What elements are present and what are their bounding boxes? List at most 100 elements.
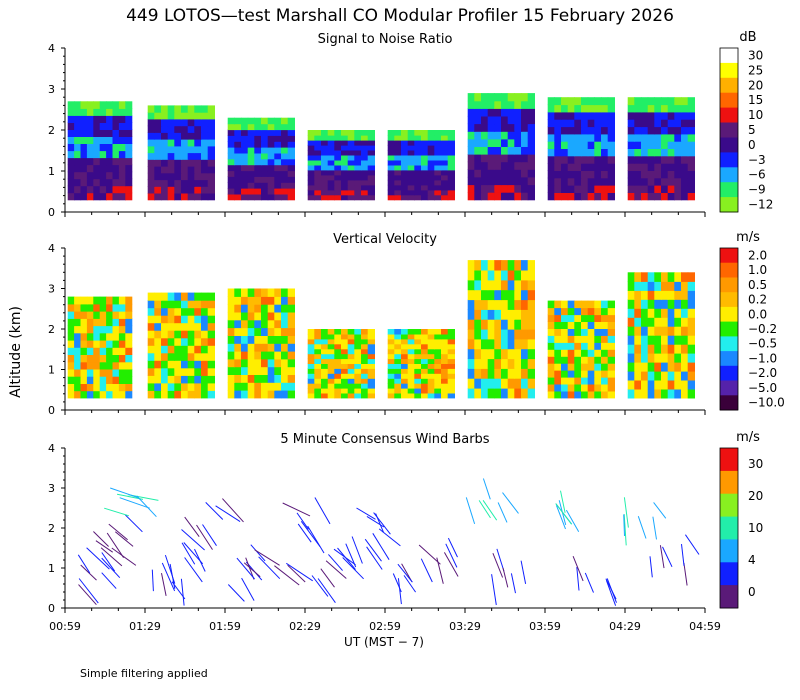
wind-barb: [250, 544, 266, 562]
heat-cell: [407, 388, 415, 394]
heat-cell: [494, 270, 502, 281]
heat-cell: [106, 185, 114, 194]
heat-cell: [187, 322, 195, 331]
heat-cell: [567, 155, 575, 164]
heat-cell: [521, 329, 529, 340]
heat-cell: [247, 311, 255, 321]
heat-cell: [254, 135, 262, 142]
heat-cell: [547, 133, 555, 142]
heat-cell: [574, 126, 582, 135]
heat-cell: [147, 193, 155, 201]
heat-cell: [554, 170, 562, 179]
heat-cell: [421, 169, 429, 176]
heat-cell: [387, 358, 395, 364]
heat-cell: [274, 164, 282, 172]
colorbar-swatch: [720, 77, 738, 94]
heat-cell: [321, 184, 329, 191]
heat-cell: [441, 154, 449, 161]
heat-cell: [234, 182, 242, 189]
heat-cell: [174, 166, 182, 174]
heat-cell: [481, 358, 489, 369]
heat-cell: [561, 314, 569, 322]
heat-cell: [574, 148, 582, 157]
heat-cell: [481, 93, 489, 102]
heat-cell: [254, 311, 262, 321]
heat-cell: [474, 338, 482, 350]
heat-cell: [327, 343, 335, 350]
heat-cell: [587, 370, 595, 378]
heat-cell: [474, 154, 482, 163]
heat-cell: [527, 184, 535, 193]
heat-cell: [394, 130, 402, 136]
heat-cell: [527, 146, 535, 155]
heat-cell: [547, 192, 555, 201]
heat-cell: [494, 123, 502, 132]
heat-cell: [581, 119, 589, 128]
heat-cell: [407, 363, 415, 369]
heat-cell: [507, 154, 515, 163]
heat-cell: [414, 179, 422, 186]
heat-cell: [354, 333, 362, 340]
heat-cell: [227, 193, 235, 201]
heat-cell: [307, 383, 315, 389]
heat-cell: [174, 315, 182, 324]
heat-cell: [507, 338, 515, 350]
heat-cell: [194, 300, 202, 309]
heat-cell: [681, 126, 689, 135]
x-tick-label: 01:29: [129, 620, 161, 633]
heat-cell: [367, 184, 375, 191]
heat-cell: [481, 184, 489, 193]
heat-cell: [667, 379, 675, 390]
wind-barb: [403, 575, 417, 593]
heat-cell: [607, 314, 615, 322]
heat-cell: [86, 368, 94, 377]
heat-cell: [661, 141, 669, 149]
heat-cell: [106, 129, 114, 137]
heat-cell: [394, 363, 402, 369]
heat-cell: [354, 184, 362, 191]
heat-cell: [507, 176, 515, 186]
heat-cell: [601, 349, 609, 357]
heat-cell: [587, 192, 595, 201]
heat-cell: [347, 174, 355, 181]
heat-cell: [80, 383, 88, 392]
heat-cell: [467, 108, 475, 117]
heat-cell: [681, 308, 689, 318]
heat-cell: [80, 115, 88, 123]
heat-cell: [334, 184, 342, 191]
heat-cell: [561, 349, 569, 357]
wind-barb: [114, 531, 134, 547]
heat-cell: [281, 327, 289, 336]
heat-cell: [394, 179, 402, 186]
heat-cell: [521, 358, 529, 369]
heat-cell: [521, 108, 529, 117]
heat-cell: [207, 390, 215, 399]
heat-cell: [507, 319, 515, 330]
heat-cell: [414, 154, 422, 161]
heat-cell: [434, 154, 442, 161]
heat-cell: [74, 318, 82, 327]
heat-cell: [514, 100, 522, 109]
heat-cell: [201, 352, 209, 361]
heat-cell: [647, 362, 655, 372]
heat-cell: [507, 115, 515, 125]
heat-cell: [667, 326, 675, 336]
heat-cell: [267, 327, 275, 336]
heat-cell: [167, 172, 175, 181]
heat-cell: [481, 319, 489, 330]
heat-cell: [474, 368, 482, 379]
heat-cell: [434, 159, 442, 166]
heat-cell: [167, 360, 175, 369]
heat-cell: [687, 133, 695, 142]
heat-cell: [401, 343, 409, 350]
heat-cell: [67, 390, 75, 399]
colorbar-swatch: [720, 292, 738, 308]
heat-cell: [207, 360, 215, 369]
heat-cell: [167, 300, 175, 309]
heat-cell: [507, 279, 515, 291]
heat-cell: [234, 158, 242, 166]
heat-cell: [125, 101, 133, 109]
heat-cell: [118, 122, 126, 130]
heat-cell: [281, 188, 289, 195]
heat-cell: [481, 108, 489, 117]
